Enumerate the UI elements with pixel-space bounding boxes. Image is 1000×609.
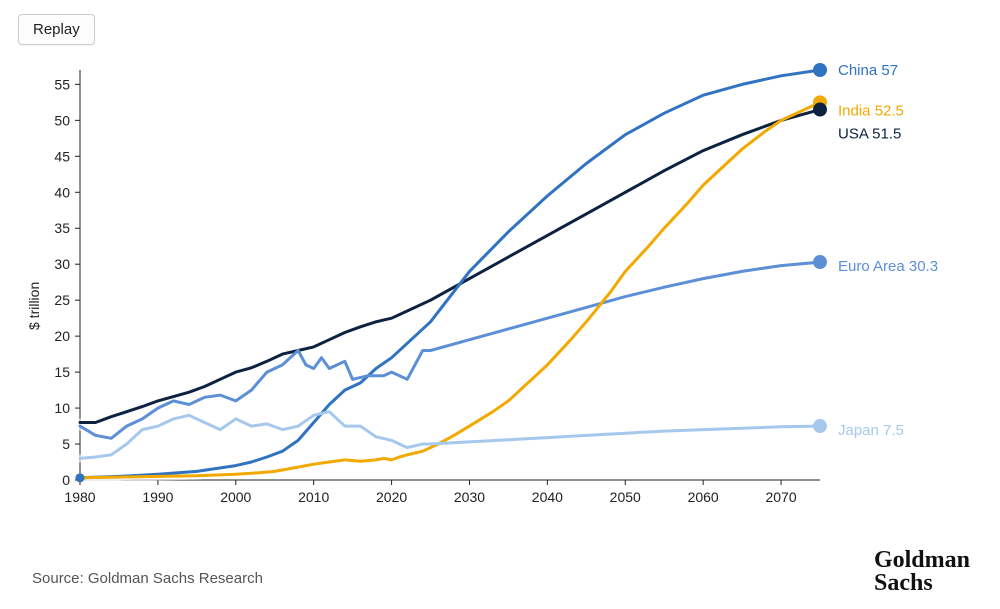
end-marker-china [813,63,827,77]
end-marker-japan [813,419,827,433]
x-tick-label: 1990 [142,489,173,505]
series-usa [80,110,820,423]
y-tick-label: 25 [54,292,70,308]
series-label-india: India 52.5 [838,102,904,119]
y-tick-label: 35 [54,220,70,236]
y-tick-label: 5 [62,436,70,452]
y-axis-label: $ trillion [26,282,42,330]
line-chart: 0 5 10 15 20 25 30 35 40 45 50 55 1980 1990 2000 2010 20… [0,60,1000,530]
y-tick-label: 40 [54,184,70,200]
goldman-sachs-logo: Goldman Sachs [874,549,970,595]
source-text: Source: Goldman Sachs Research [32,570,263,587]
series-label-euro-area: Euro Area 30.3 [838,258,938,275]
series-label-japan: Japan 7.5 [838,422,904,439]
x-tick-label: 2030 [454,489,485,505]
x-tick-label: 2050 [610,489,641,505]
x-tick-label: 2020 [376,489,407,505]
y-tick-label: 20 [54,328,70,344]
replay-button[interactable]: Replay [18,14,95,45]
end-marker-euro-area [813,255,827,269]
series-label-usa: USA 51.5 [838,126,901,143]
y-tick-label: 45 [54,148,70,164]
x-tick-label: 2070 [765,489,796,505]
y-tick-label: 55 [54,76,70,92]
y-tick-label: 15 [54,364,70,380]
start-marker-china [76,473,85,482]
x-tick-label: 2040 [532,489,563,505]
logo-line2: Sachs [874,572,970,595]
x-tick-label: 1980 [64,489,95,505]
y-tick-label: 0 [62,472,70,488]
series-label-china: China 57 [838,62,898,79]
end-marker-usa [813,103,827,117]
y-tick-label: 10 [54,400,70,416]
x-tick-label: 2010 [298,489,329,505]
y-tick-label: 50 [54,112,70,128]
y-tick-label: 30 [54,256,70,272]
chart-container: 0 5 10 15 20 25 30 35 40 45 50 55 1980 1990 2000 2010 20… [0,60,1000,530]
x-tick-label: 2060 [688,489,719,505]
logo-line1: Goldman [874,549,970,572]
x-tick-label: 2000 [220,489,251,505]
